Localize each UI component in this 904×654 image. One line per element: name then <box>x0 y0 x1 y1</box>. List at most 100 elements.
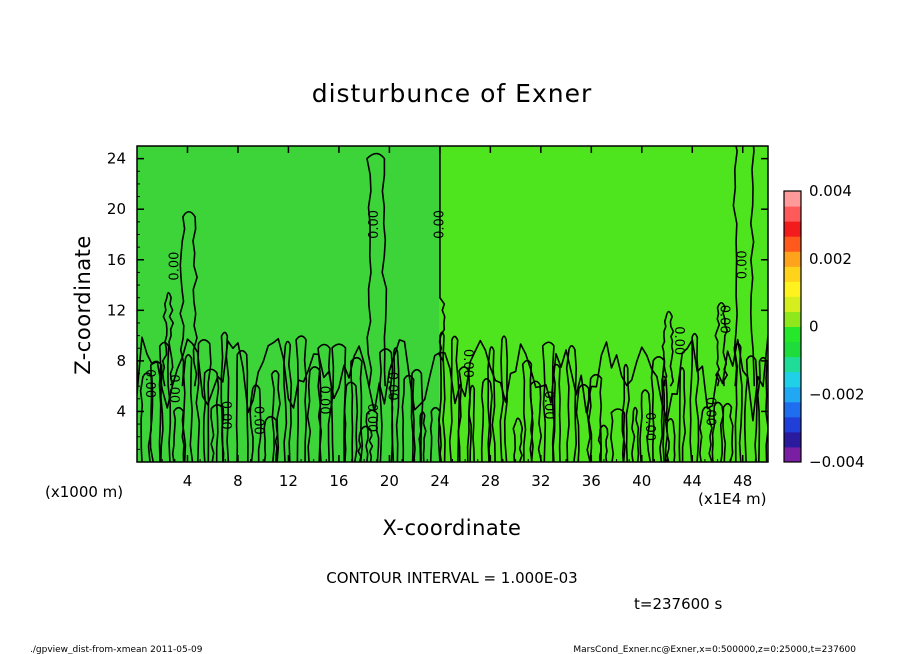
y-axis-ticks: 4 8 12 16 20 24 <box>107 150 768 450</box>
x-tick-label: 48 <box>733 472 752 490</box>
contour-plume-1 <box>366 152 388 387</box>
contour-column-20 <box>357 425 374 462</box>
contour-label: 0.00 <box>384 372 399 401</box>
contour-label: 0.00 <box>166 374 181 403</box>
contour-label: 0.00 <box>218 401 233 430</box>
y-tick-label: 20 <box>107 200 126 218</box>
contour-column-12 <box>270 370 281 462</box>
contour-column-41 <box>575 383 591 462</box>
y-axis-label: Z-coordinate <box>71 235 95 375</box>
x-tick-label: 20 <box>380 472 399 490</box>
contour-column-10 <box>249 384 262 462</box>
contour-column-47 <box>639 389 652 462</box>
colorbar <box>783 190 802 463</box>
contour-column-31 <box>468 384 476 462</box>
contour-label: 0.00 <box>642 412 657 441</box>
contour-labels: 0.00 0.00 0.00 0.00 0.00 0.00 0.00 0.00 0.00 0.00… <box>142 210 750 441</box>
colorbar-segment <box>784 371 801 388</box>
color-region-0 <box>137 146 440 462</box>
colorbar-segment <box>784 296 801 312</box>
contour-label: 0.00 <box>432 210 447 239</box>
x-tick-label: 28 <box>481 472 500 490</box>
contour-interval-text: CONTOUR INTERVAL = 1.000E-03 <box>326 569 577 587</box>
contour-column-54 <box>711 401 725 462</box>
contour-column-53 <box>699 406 713 462</box>
y-tick-label: 8 <box>116 352 126 370</box>
x-axis-label: X-coordinate <box>383 516 522 540</box>
contour-column-22 <box>378 348 394 462</box>
contour-column-43 <box>597 424 609 462</box>
contour-column-32 <box>480 378 493 462</box>
contour-column-46 <box>631 406 640 462</box>
contour-column-4 <box>182 354 194 462</box>
footer-left: ./gpview_dist-from-xmean 2011-05-09 <box>30 645 203 654</box>
x-axis-ticks: 4 8 12 16 20 24 28 32 36 40 44 48 <box>149 146 756 490</box>
colorbar-tick-label: 0 <box>809 318 819 336</box>
colorbar-segment <box>784 401 801 418</box>
x-unit-label: (x1E4 m) <box>698 490 767 508</box>
colorbar-segment <box>784 431 801 448</box>
contour-label: 0.00 <box>167 252 182 281</box>
contour-column-51 <box>678 367 686 462</box>
x-tick-label: 44 <box>683 472 702 490</box>
colorbar-tick-label: 0.002 <box>809 250 852 268</box>
contour-label: 0.00 <box>367 210 382 239</box>
contour-column-25 <box>410 368 424 462</box>
contour-column-11 <box>263 415 279 462</box>
contour-column-45 <box>621 363 630 462</box>
x-tick-label: 8 <box>233 472 243 490</box>
contour-column-42 <box>587 373 603 462</box>
contour-column-38 <box>541 341 555 462</box>
contour-plume-3 <box>162 291 174 387</box>
colorbar-segment <box>784 236 801 252</box>
contour-column-33 <box>487 346 496 462</box>
x-tick-label: 12 <box>279 472 298 490</box>
x-tick-label: 36 <box>582 472 601 490</box>
contour-column-35 <box>512 417 524 462</box>
contour-column-29 <box>448 335 460 462</box>
contour-lines <box>137 146 768 462</box>
contour-column-2 <box>158 341 172 462</box>
contour-label: 0.00 <box>702 397 717 426</box>
contour-label: 0.00 <box>671 326 686 355</box>
contour-label: 0.00 <box>142 369 157 398</box>
contour-plume-2 <box>732 146 756 387</box>
colorbar-frame <box>783 190 802 463</box>
contour-plume-0 <box>179 210 198 387</box>
contour-column-5 <box>195 339 212 462</box>
contour-plume-4 <box>661 310 675 387</box>
contour-column-26 <box>418 411 427 462</box>
colorbar-tick-label: −0.002 <box>809 385 865 403</box>
contour-label: 0.00 <box>716 305 731 334</box>
contour-boundary <box>438 146 446 362</box>
plot-area: 0.00 0.00 0.00 0.00 0.00 0.00 0.00 0.00 0.00 0.00… <box>136 145 769 463</box>
colorbar-segment <box>784 221 801 237</box>
contour-column-24 <box>401 374 416 462</box>
colorbar-segment <box>784 341 801 358</box>
colorbar-tick-label: −0.004 <box>809 453 865 471</box>
footer-right: MarsCond_Exner.nc@Exner,x=0:500000,z=0:2… <box>573 645 856 654</box>
contour-column-40 <box>565 345 577 462</box>
colorbar-segment <box>784 281 801 297</box>
contour-label: 0.00 <box>364 403 379 432</box>
colorbar-segment <box>784 386 801 403</box>
contour-plume-5 <box>714 301 728 387</box>
colorbar-segment <box>784 191 801 207</box>
contour-column-52 <box>689 332 700 462</box>
contour-column-56 <box>733 342 743 462</box>
contour-column-21 <box>365 409 380 462</box>
contour-column-9 <box>235 349 249 462</box>
y-tick-label: 12 <box>107 301 126 319</box>
contour-column-55 <box>722 402 734 462</box>
colorbar-segment <box>784 251 801 267</box>
colorbar-segment <box>784 356 801 373</box>
contour-label: 0.00 <box>460 349 475 378</box>
colorbar-segment <box>784 266 801 282</box>
y-tick-label: 4 <box>116 402 126 420</box>
contour-column-48 <box>650 356 665 462</box>
x-tick-label: 16 <box>329 472 348 490</box>
contour-label: 0.00 <box>251 406 266 435</box>
contour-column-44 <box>610 408 626 462</box>
contour-column-57 <box>744 355 758 462</box>
contour-column-39 <box>552 363 561 462</box>
